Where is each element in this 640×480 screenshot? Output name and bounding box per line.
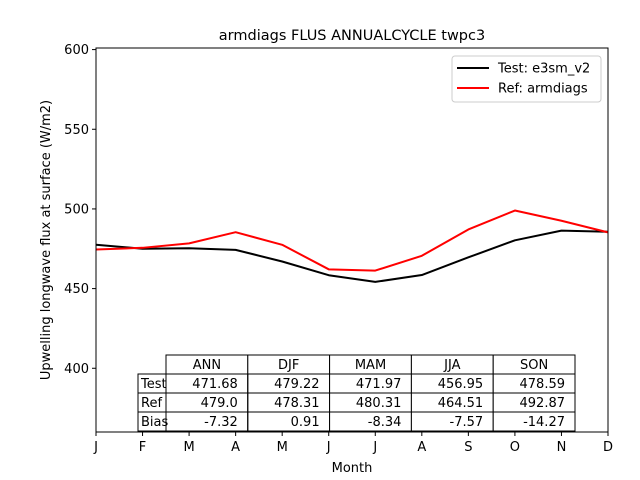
legend-box <box>451 55 602 103</box>
table-cell-value: -8.34 <box>368 415 402 430</box>
x-axis-label: Month <box>332 461 373 476</box>
table-cell-value: 471.68 <box>192 377 238 392</box>
chart-title: armdiags FLUS ANNUALCYCLE twpc3 <box>219 28 485 44</box>
summary-table: ANN DJF MAM JJA SON 471.68 479.22 471.97 456.95 4… <box>137 354 576 432</box>
legend-label-test: Test: e3sm_v2 <box>497 62 590 77</box>
table-cell-value: 478.59 <box>520 377 566 392</box>
y-ticks: 400 450 500 550 600 <box>64 43 96 377</box>
table-cell-value: 456.95 <box>438 377 484 392</box>
y-tick-label: 550 <box>64 123 89 138</box>
legend-label-ref: Ref: armdiags <box>498 82 588 97</box>
x-tick-label: J <box>326 440 331 455</box>
table-cell-value: 492.87 <box>520 396 566 411</box>
table-row-label: Test <box>140 377 167 392</box>
series-line-ref <box>95 209 609 272</box>
table-column-header: MAM <box>355 358 386 373</box>
x-tick-label: O <box>510 440 520 455</box>
x-tick-label: F <box>139 440 146 455</box>
table-row-label: Ref <box>141 396 162 411</box>
table-cell-value: 479.22 <box>274 377 320 392</box>
y-tick-label: 450 <box>64 282 89 297</box>
table-row-label: Bias <box>141 415 168 430</box>
y-tick-label: 500 <box>64 202 89 217</box>
x-tick-label: N <box>557 440 567 455</box>
y-axis-label: Upwelling longwave flux at surface (W/m2… <box>39 100 54 380</box>
series-layer <box>95 209 609 283</box>
x-tick-label: A <box>231 440 240 455</box>
plot-frame <box>95 47 609 433</box>
table-cell <box>492 411 576 432</box>
legend: Test: e3sm_v2 Ref: armdiags <box>451 55 602 103</box>
table-cell-value: -7.57 <box>450 415 484 430</box>
table-column-header: ANN <box>193 358 221 373</box>
series-line-test <box>95 229 609 283</box>
x-tick-label: M <box>277 440 288 455</box>
table-column-header: SON <box>520 358 548 373</box>
table-cell-value: 471.97 <box>356 377 402 392</box>
table-cell-value: 0.91 <box>291 415 320 430</box>
x-tick-label: A <box>417 440 426 455</box>
y-tick-label: 600 <box>64 43 89 58</box>
x-tick-label: J <box>372 440 377 455</box>
table-cell-value: -7.32 <box>204 415 238 430</box>
y-tick-label: 400 <box>64 362 89 377</box>
table-cell-value: 480.31 <box>356 396 402 411</box>
table-column-header: DJF <box>278 358 299 373</box>
table-cell-border <box>165 411 249 432</box>
x-tick-label: J <box>93 440 98 455</box>
x-tick-label: D <box>603 440 613 455</box>
x-tick-label: S <box>464 440 472 455</box>
table-cell-value: 478.31 <box>274 396 320 411</box>
table-cell-value: 464.51 <box>438 396 484 411</box>
table-cell-value: 479.0 <box>201 396 238 411</box>
x-tick-label: M <box>183 440 194 455</box>
table-column-header: JJA <box>443 358 460 373</box>
table-cell-value: -14.27 <box>523 415 565 430</box>
